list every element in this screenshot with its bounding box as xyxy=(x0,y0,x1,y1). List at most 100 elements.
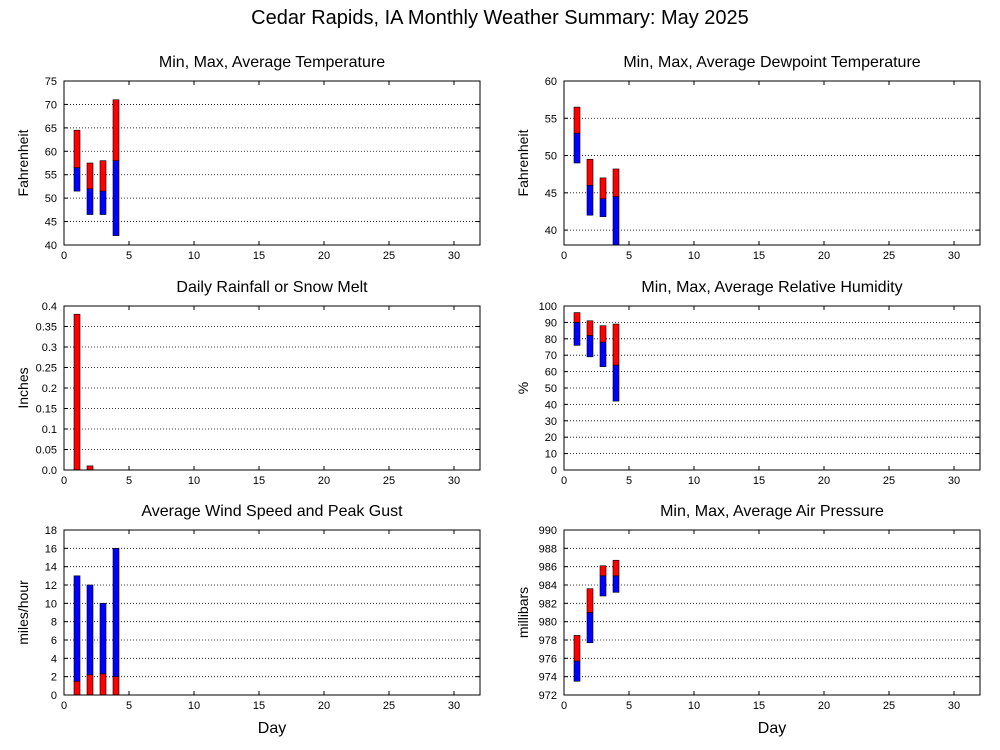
bar-segment xyxy=(612,575,620,593)
bar-segment xyxy=(599,565,607,577)
y-tick-label: 6 xyxy=(51,635,57,647)
y-tick-label: 10 xyxy=(45,598,57,610)
chart-title: Average Wind Speed and Peak Gust xyxy=(141,503,403,520)
x-tick-label: 10 xyxy=(188,700,200,712)
y-tick-label: 20 xyxy=(545,432,557,444)
x-tick-label: 15 xyxy=(253,700,265,712)
y-axis-label: Fahrenheit xyxy=(515,129,531,196)
plot-frame xyxy=(63,305,481,471)
plot-frame xyxy=(563,80,981,246)
y-tick-label: 0.0 xyxy=(42,465,57,477)
bar-segment xyxy=(586,335,594,358)
chart-rainfall: Daily Rainfall or Snow Melt 0.0 0.05 0.1 0.1… xyxy=(15,279,481,487)
x-tick-label: 25 xyxy=(883,475,895,487)
plot-frame xyxy=(563,529,981,696)
y-tick-label: 984 xyxy=(539,580,557,592)
y-tick-label: 0.15 xyxy=(36,404,57,416)
y-tick-label: 986 xyxy=(539,562,557,574)
x-tick-label: 15 xyxy=(253,250,265,262)
bar-segment xyxy=(99,603,107,675)
x-tick-label: 20 xyxy=(318,700,330,712)
chart-title: Min, Max, Average Relative Humidity xyxy=(641,279,902,296)
x-tick-label: 5 xyxy=(626,250,632,262)
plot-frame xyxy=(63,80,481,246)
x-tick-label: 25 xyxy=(883,700,895,712)
bar-segment xyxy=(586,320,594,336)
y-tick-label: 0.05 xyxy=(36,445,57,457)
x-tick-label: 25 xyxy=(383,250,395,262)
chart-title: Daily Rainfall or Snow Melt xyxy=(176,279,368,296)
y-tick-label: 974 xyxy=(539,672,557,684)
bar-segment xyxy=(112,676,120,696)
bar-segment xyxy=(612,364,620,402)
y-axis-label: miles/hour xyxy=(15,580,31,645)
x-tick-label: 0 xyxy=(561,700,567,712)
y-tick-label: 90 xyxy=(545,317,557,329)
y-tick-label: 0.3 xyxy=(42,342,57,354)
x-tick-label: 5 xyxy=(126,250,132,262)
x-tick-label: 20 xyxy=(818,475,830,487)
x-tick-label: 10 xyxy=(188,250,200,262)
bar-segment xyxy=(586,185,594,216)
y-tick-label: 55 xyxy=(545,113,557,125)
y-tick-label: 10 xyxy=(545,449,557,461)
x-tick-label: 10 xyxy=(188,475,200,487)
y-tick-label: 0.35 xyxy=(36,322,57,334)
bar-segment xyxy=(86,465,94,471)
chart-title: Min, Max, Average Temperature xyxy=(159,54,385,71)
x-tick-label: 0 xyxy=(61,250,67,262)
x-tick-label: 10 xyxy=(688,475,700,487)
bar-segment xyxy=(573,312,581,323)
x-tick-label: 20 xyxy=(318,250,330,262)
x-tick-label: 15 xyxy=(753,475,765,487)
y-tick-label: 70 xyxy=(45,99,57,111)
y-tick-label: 988 xyxy=(539,543,557,555)
bar-segment xyxy=(573,660,581,682)
y-tick-label: 40 xyxy=(545,225,557,237)
y-tick-label: 0.25 xyxy=(36,363,57,375)
chart-title: Min, Max, Average Dewpoint Temperature xyxy=(623,54,920,71)
plot-frame xyxy=(63,529,481,696)
y-axis-label: millibars xyxy=(515,587,531,638)
bar-segment xyxy=(73,680,81,696)
bar-segment xyxy=(73,313,81,471)
x-tick-label: 0 xyxy=(561,475,567,487)
x-tick-label: 0 xyxy=(561,250,567,262)
x-tick-label: 30 xyxy=(448,475,460,487)
bar-segment xyxy=(612,196,620,246)
x-tick-label: 15 xyxy=(753,700,765,712)
bar-segment xyxy=(599,341,607,367)
x-tick-label: 25 xyxy=(383,700,395,712)
y-tick-label: 0 xyxy=(551,465,557,477)
y-tick-label: 0 xyxy=(51,690,57,702)
bar-segment xyxy=(99,160,107,192)
y-tick-label: 972 xyxy=(539,690,557,702)
bar-segment xyxy=(599,177,607,200)
x-tick-label: 25 xyxy=(883,250,895,262)
y-tick-label: 978 xyxy=(539,635,557,647)
chart-dewpoint: Min, Max, Average Dewpoint Temperature 40… xyxy=(515,54,981,262)
x-tick-label: 30 xyxy=(948,475,960,487)
y-tick-label: 80 xyxy=(545,334,557,346)
x-axis-label: Day xyxy=(758,720,786,737)
x-tick-label: 0 xyxy=(61,475,67,487)
bar-segment xyxy=(612,559,620,577)
y-tick-label: 12 xyxy=(45,580,57,592)
y-tick-label: 65 xyxy=(45,123,57,135)
x-tick-label: 30 xyxy=(948,700,960,712)
y-tick-label: 976 xyxy=(539,653,557,665)
y-tick-label: 50 xyxy=(545,151,557,163)
x-tick-label: 20 xyxy=(818,700,830,712)
y-tick-label: 75 xyxy=(45,76,57,88)
bar-segment xyxy=(99,190,107,215)
y-axis-label: % xyxy=(515,382,531,394)
bar-segment xyxy=(612,168,620,197)
y-tick-label: 60 xyxy=(45,146,57,158)
chart-humidity: Min, Max, Average Relative Humidity 0 10 20… xyxy=(515,279,981,487)
y-tick-label: 0.1 xyxy=(42,424,57,436)
bar-segment xyxy=(86,188,94,215)
x-tick-label: 25 xyxy=(383,475,395,487)
bar-segment xyxy=(599,198,607,217)
x-tick-label: 5 xyxy=(126,475,132,487)
